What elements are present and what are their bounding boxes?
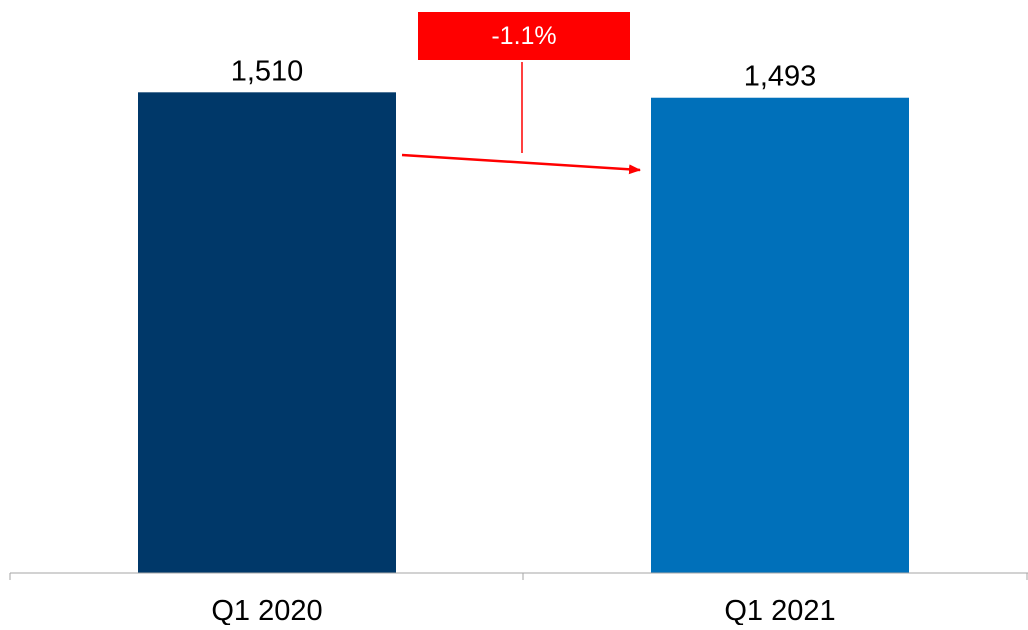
change-arrow: [401, 153, 641, 175]
x-tick-labels: Q1 2020 Q1 2021: [211, 595, 835, 627]
bar-value-label: 1,510: [231, 55, 304, 87]
x-tick-label: Q1 2020: [211, 595, 322, 625]
x-tick-label: Q1 2021: [724, 595, 835, 625]
bar-q1-2020: [138, 92, 396, 574]
value-labels-layer: 1,510 1,493: [231, 55, 817, 92]
bar-q1-2021: [651, 97, 909, 573]
change-annotation: -1.1%: [401, 12, 641, 175]
change-badge: [418, 12, 630, 60]
change-badge-label: -1.1%: [491, 22, 556, 50]
bars-layer: [138, 92, 909, 574]
x-axis: [9, 572, 1028, 580]
bar-value-label: 1,493: [744, 61, 817, 93]
